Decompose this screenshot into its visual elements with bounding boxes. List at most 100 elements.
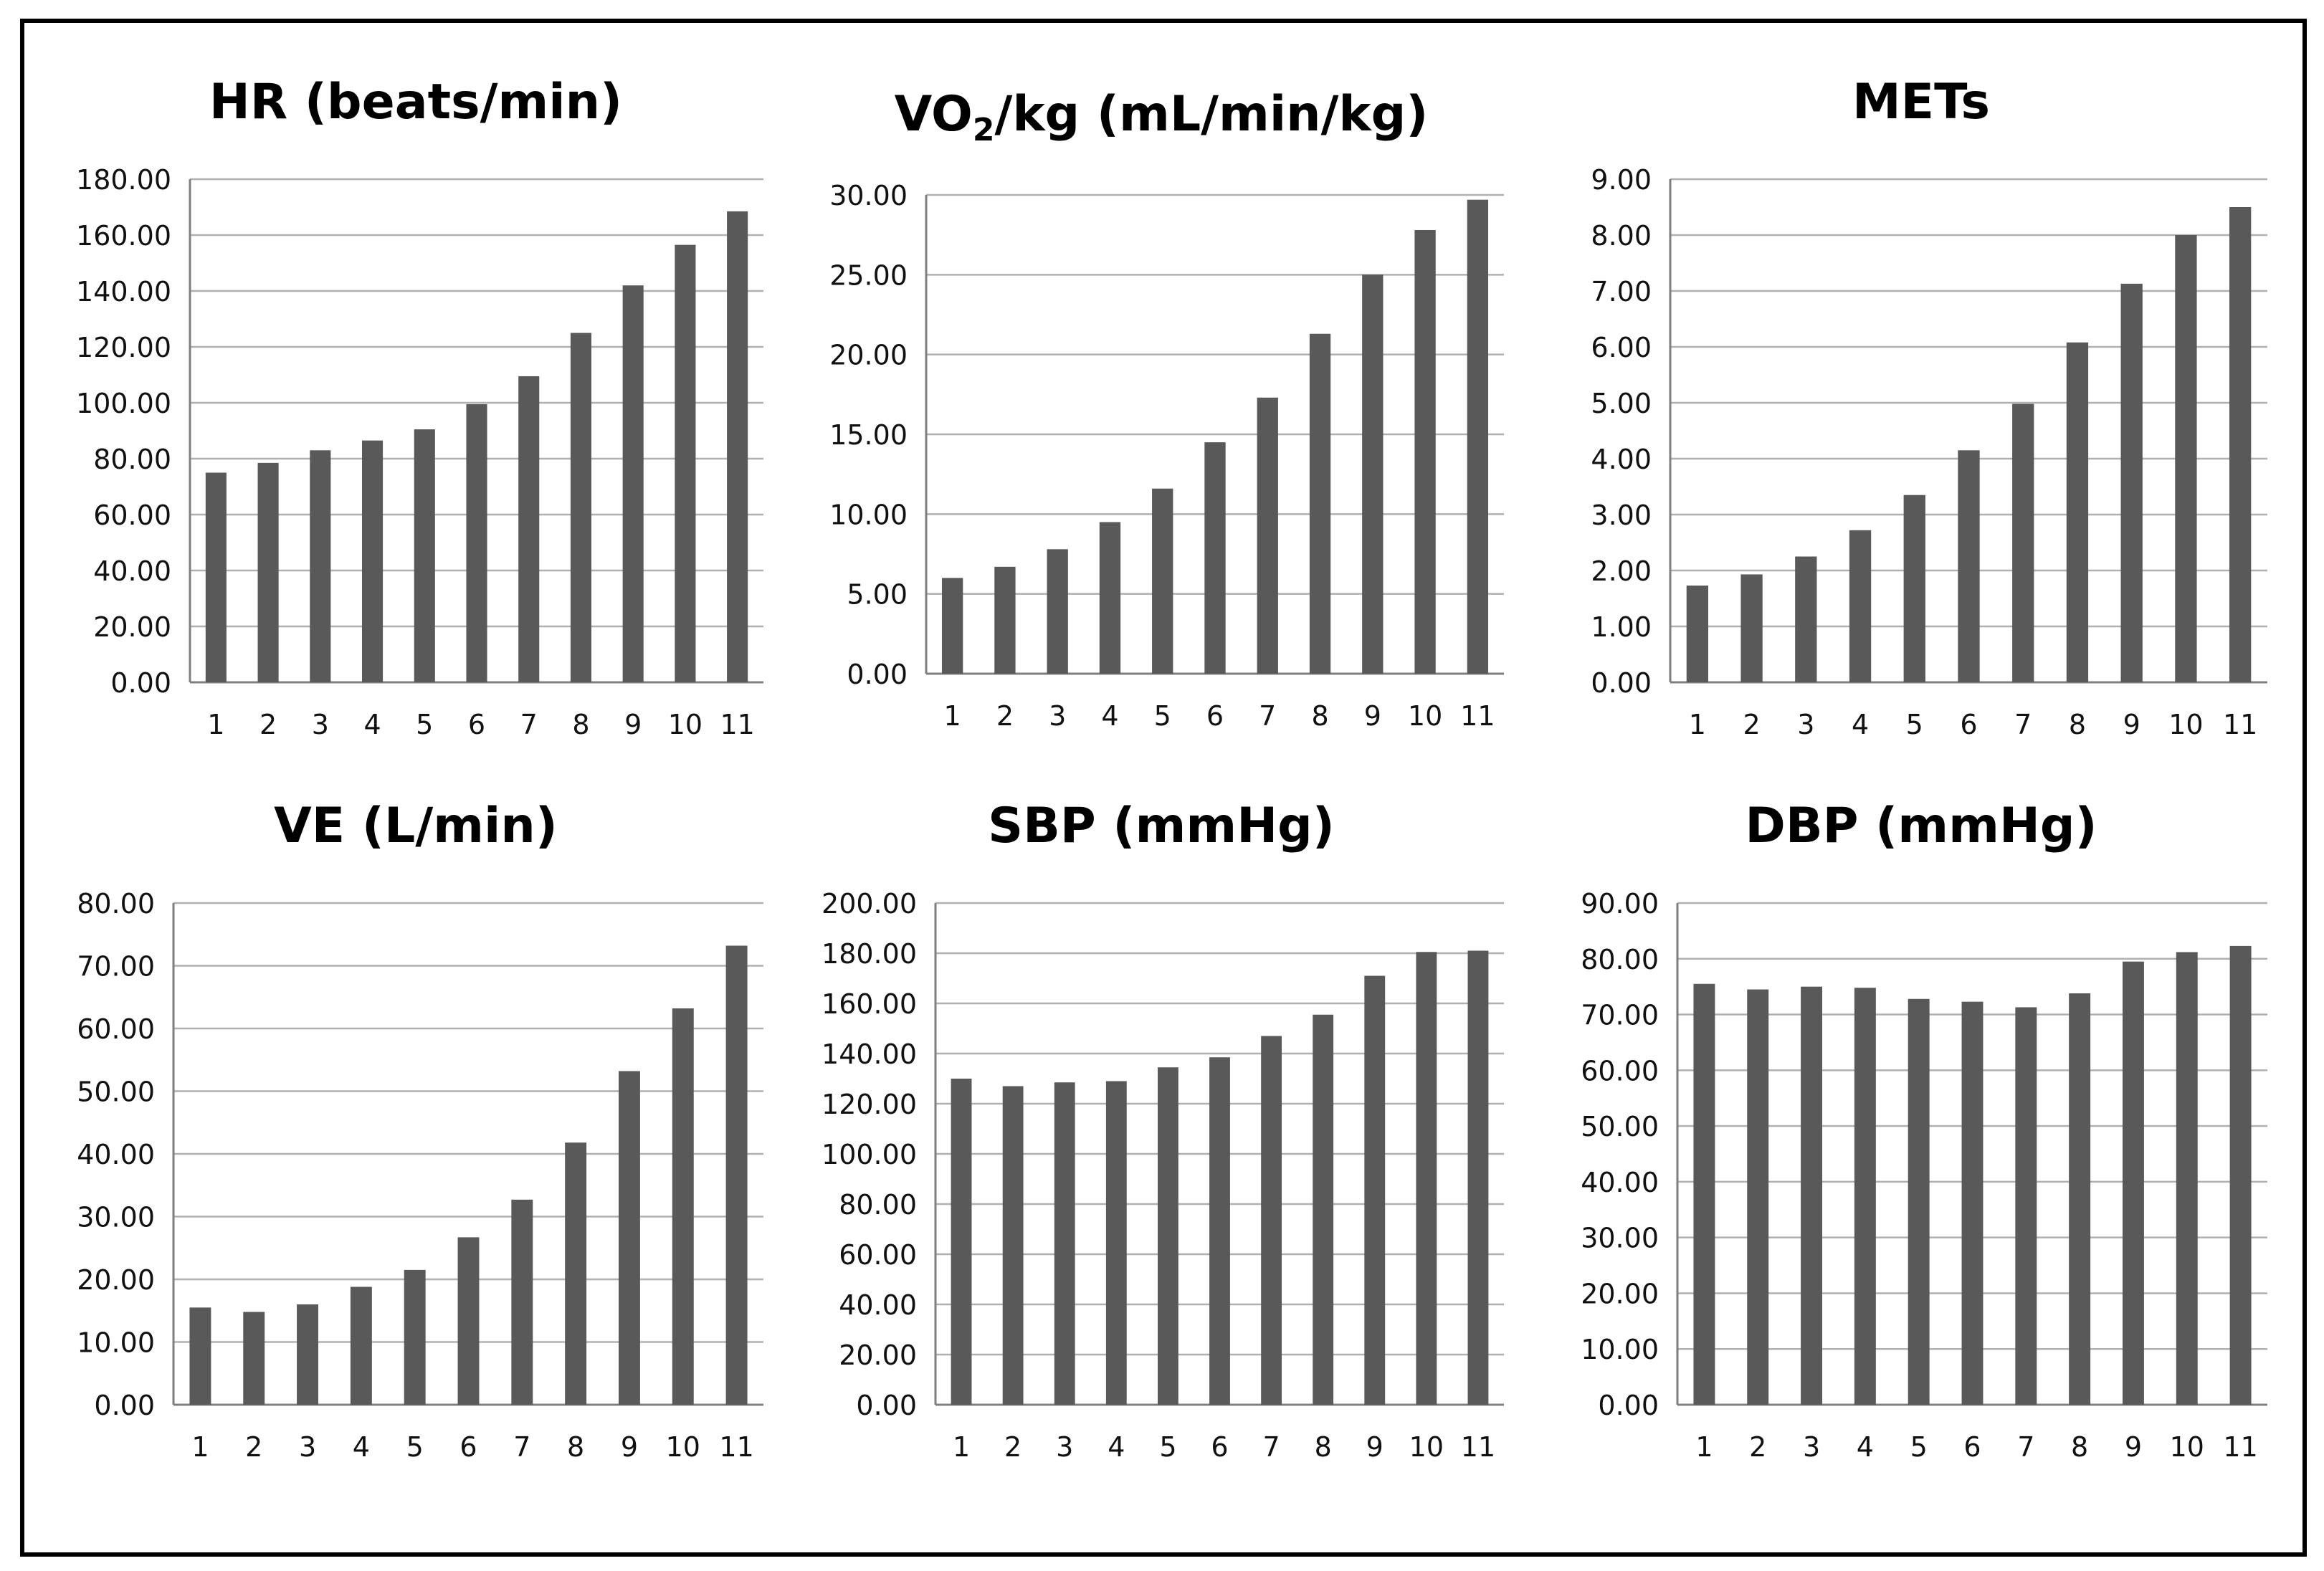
bar	[1261, 1036, 1282, 1405]
bar	[1467, 950, 1489, 1405]
chart-title-rest: /kg (mL/min/kg)	[994, 86, 1428, 143]
y-tick-label: 25.00	[829, 259, 908, 291]
y-tick-label: 30.00	[1581, 1223, 1659, 1254]
x-tick-label: 6	[1963, 1431, 1981, 1463]
x-tick-label: 9	[2123, 709, 2140, 740]
bar	[1467, 199, 1489, 674]
x-tick-label: 2	[1749, 1431, 1766, 1463]
bar	[675, 244, 696, 682]
bar	[310, 450, 331, 682]
bar	[1313, 1014, 1334, 1405]
bar	[1157, 1067, 1178, 1405]
y-tick-label: 100.00	[76, 388, 171, 419]
x-tick-label: 4	[1857, 1431, 1874, 1463]
bar	[994, 566, 1016, 674]
bar	[565, 1142, 587, 1405]
y-tick-label: 10.00	[77, 1327, 155, 1359]
y-tick-label: 0.00	[110, 667, 171, 699]
x-tick-label: 5	[416, 709, 433, 740]
x-tick-label: 10	[666, 1431, 700, 1463]
x-tick-label: 10	[668, 709, 703, 740]
bar	[1801, 986, 1823, 1405]
bar	[1309, 333, 1331, 674]
x-tick-label: 8	[2071, 1431, 2088, 1463]
x-tick-label: 9	[624, 709, 642, 740]
bar	[1364, 975, 1386, 1405]
bar	[1747, 989, 1769, 1405]
x-tick-label: 9	[621, 1431, 638, 1463]
bar	[1152, 488, 1173, 674]
x-tick-label: 6	[1211, 1431, 1228, 1463]
y-tick-label: 60.00	[1581, 1055, 1659, 1087]
y-tick-label: 40.00	[93, 555, 171, 587]
bar	[1105, 1081, 1127, 1405]
bar	[622, 285, 644, 682]
x-tick-label: 11	[2223, 1431, 2257, 1463]
bar	[2175, 235, 2197, 682]
chart-title-main: SBP (mmHg)	[988, 798, 1335, 854]
bar	[2229, 945, 2252, 1405]
x-tick-label: 7	[1262, 1431, 1280, 1463]
y-tick-label: 160.00	[76, 220, 171, 252]
y-tick-label: 120.00	[76, 332, 171, 363]
bar	[350, 1286, 372, 1405]
x-tick-label: 4	[1108, 1431, 1125, 1463]
chart-panel: DBP (mmHg) 0.00 10.00 20.00 30.00 40.00 50.00 6…	[1581, 798, 2267, 1463]
chart-title-main: METs	[1852, 74, 1990, 130]
x-tick-label: 11	[2223, 709, 2257, 740]
x-tick-label: 7	[2017, 1431, 2034, 1463]
chart-title: SBP (mmHg)	[988, 798, 1335, 854]
chart-title: HR (beats/min)	[209, 74, 622, 130]
bar	[2229, 207, 2252, 682]
y-tick-label: 20.00	[829, 340, 908, 371]
bar	[1854, 988, 1876, 1405]
x-tick-label: 8	[572, 709, 589, 740]
bar	[1054, 1082, 1075, 1405]
x-tick-label: 7	[1259, 700, 1276, 732]
y-tick-label: 0.00	[847, 659, 908, 690]
bar	[672, 1008, 694, 1405]
y-tick-label: 50.00	[1581, 1111, 1659, 1142]
chart-title: VE (L/min)	[274, 798, 558, 854]
y-tick-label: 40.00	[1581, 1167, 1659, 1198]
bar	[518, 376, 540, 682]
bar	[189, 1307, 211, 1405]
x-tick-label: 8	[567, 1431, 584, 1463]
x-tick-label: 11	[1460, 700, 1495, 732]
y-tick-label: 10.00	[1581, 1334, 1659, 1365]
bar	[1257, 397, 1278, 674]
y-tick-label: 3.00	[1591, 500, 1652, 531]
y-tick-label: 4.00	[1591, 444, 1652, 475]
x-tick-label: 11	[720, 709, 754, 740]
chart-title: DBP (mmHg)	[1745, 798, 2097, 854]
bar	[297, 1304, 319, 1405]
x-tick-label: 3	[1049, 700, 1066, 732]
bar	[570, 333, 591, 682]
y-tick-label: 90.00	[1581, 888, 1659, 920]
y-tick-label: 8.00	[1591, 220, 1652, 252]
x-tick-label: 6	[1206, 700, 1224, 732]
x-tick-label: 5	[1159, 1431, 1176, 1463]
y-tick-label: 20.00	[839, 1340, 917, 1371]
bar	[243, 1312, 265, 1405]
bar	[1961, 1001, 1984, 1405]
bar	[2120, 283, 2143, 682]
bar	[1795, 556, 1817, 682]
y-tick-label: 80.00	[93, 444, 171, 475]
y-tick-label: 9.00	[1591, 164, 1652, 196]
bar	[1362, 274, 1384, 674]
bar	[2122, 961, 2144, 1405]
x-tick-label: 2	[245, 1431, 262, 1463]
bar	[414, 429, 435, 682]
x-tick-label: 6	[459, 1431, 477, 1463]
x-tick-label: 10	[2168, 709, 2203, 740]
y-tick-label: 5.00	[847, 579, 908, 611]
bar	[257, 462, 279, 682]
y-tick-label: 20.00	[93, 611, 171, 643]
chart-title: METs	[1852, 74, 1990, 130]
x-tick-label: 5	[1154, 700, 1171, 732]
bar	[727, 211, 748, 683]
charts-container: HR (beats/min)0.0020.0040.0060.0080.0010…	[76, 74, 2267, 1463]
x-tick-label: 3	[1056, 1431, 1073, 1463]
